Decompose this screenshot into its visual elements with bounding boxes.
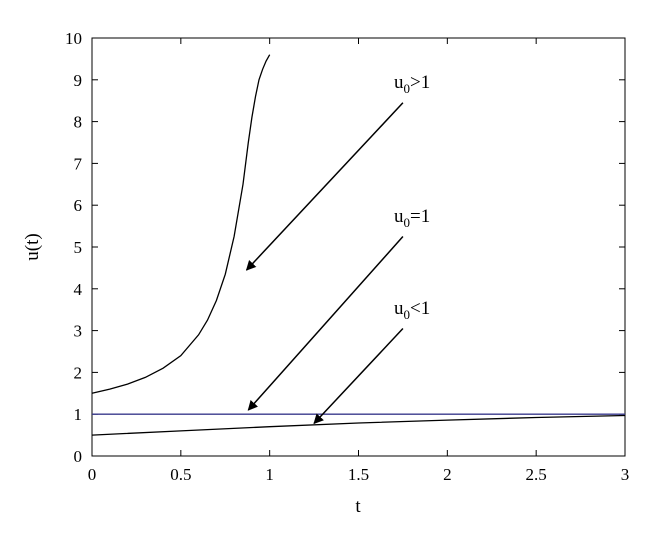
annotation-arrow [247,236,404,411]
y-tick-label: 0 [74,447,83,466]
y-tick-label: 5 [74,238,83,257]
y-axis-label: u(t) [22,233,43,260]
annotation-group: u0>1 u0=1 u0<1 [245,72,430,425]
x-tick-label: 0.5 [170,465,191,484]
annotation-label: u0<1 [394,298,430,322]
series-line-0 [91,54,271,394]
axis-ticks: 0 0.5 1 1.5 2 2.5 3 0 1 2 3 4 5 6 7 8 9 10 [65,29,629,484]
x-tick-label: 3 [621,465,630,484]
x-tick-label: 1.5 [348,465,369,484]
x-tick-label: 2 [443,465,452,484]
plot-area-frame [91,37,626,457]
y-tick-label: 10 [65,29,82,48]
y-tick-label: 3 [74,322,83,341]
y-tick-label: 1 [74,405,83,424]
y-tick-label: 2 [74,363,83,382]
x-tick-label: 2.5 [526,465,547,484]
x-tick-label: 0 [88,465,97,484]
series-line-2 [91,414,626,436]
y-tick-label: 7 [74,154,83,173]
annotation-label: u0=1 [394,206,430,230]
y-tick-label: 4 [74,280,83,299]
y-tick-label: 9 [74,71,83,90]
annotation-arrow [313,327,404,425]
y-tick-label: 8 [74,113,83,132]
annotation-label: u0>1 [394,72,430,96]
annotation-arrow [245,102,404,271]
y-tick-label: 6 [74,196,83,215]
x-tick-label: 1 [265,465,274,484]
x-axis-label: t [355,496,361,517]
series-group [91,54,626,436]
